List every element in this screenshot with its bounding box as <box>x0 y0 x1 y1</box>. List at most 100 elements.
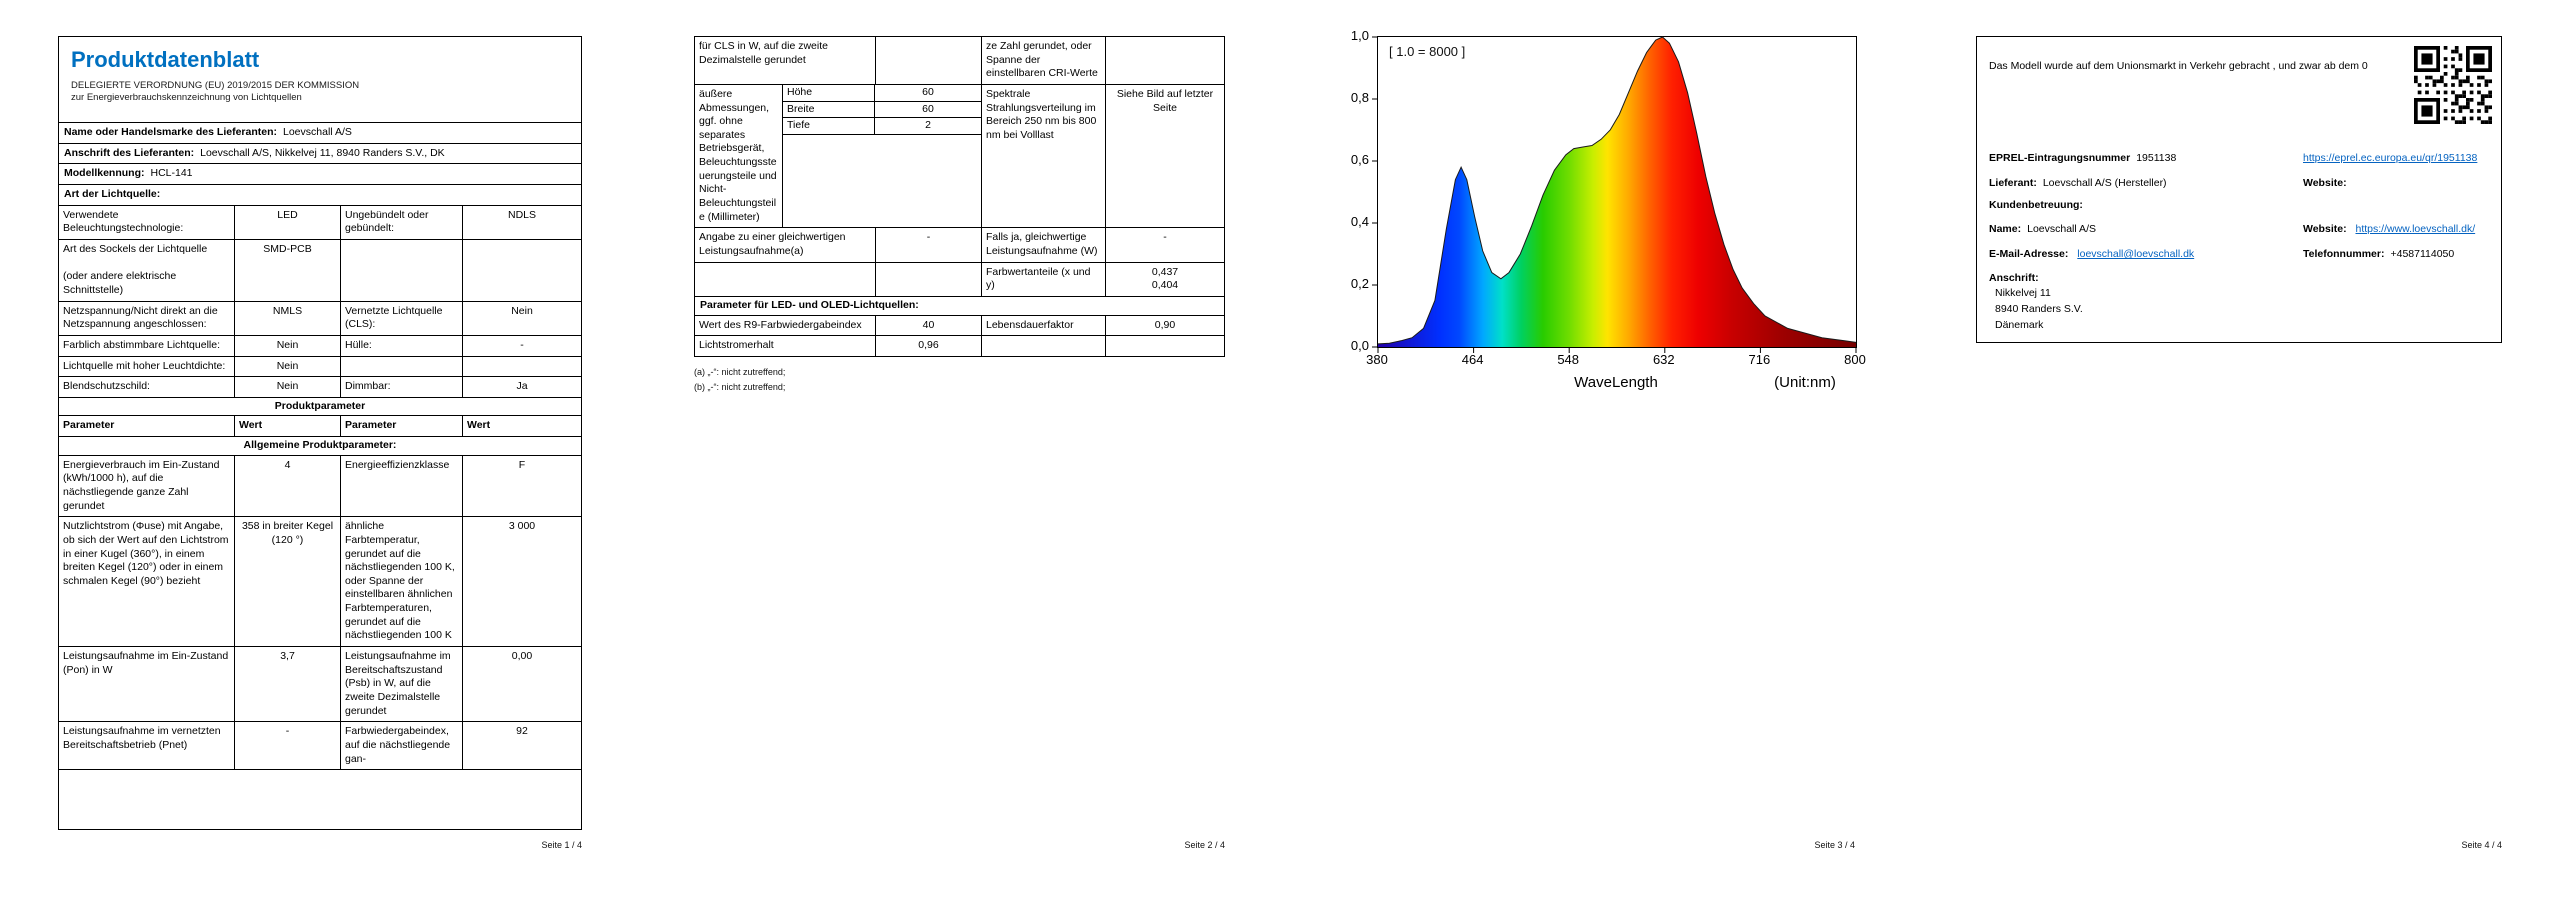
page-3: [ 1.0 = 8000 ] WaveLength (Unit:nm) Seit… <box>1351 0 1866 905</box>
supplier-label: Lieferant: <box>1989 177 2037 190</box>
param-label: Blendschutzschild: <box>59 377 235 397</box>
phone-value: +4587114050 <box>2390 248 2455 261</box>
y-tick-label: 0,6 <box>1350 152 1369 167</box>
param-value: 3,7 <box>235 647 341 722</box>
address-header: Anschrift: <box>1989 272 2489 286</box>
axis-ticks <box>1372 36 1857 353</box>
param-label: Vernetzte Lichtquelle (CLS): <box>341 301 463 335</box>
param-value: - <box>876 228 982 262</box>
param-value: 40 <box>876 315 982 336</box>
website2-cell: Website: https://www.loevschall.dk/ <box>2303 223 2489 237</box>
email-link[interactable]: loevschall@loevschall.dk <box>2077 248 2195 261</box>
model-value: HCL-141 <box>150 167 193 180</box>
spectrum-area <box>1378 37 1856 347</box>
param-label: Lichtquelle mit hoher Leuchtdichte: <box>59 356 235 377</box>
eprel-row: EPREL-Eintragungsnummer 1951138 https://e… <box>1989 152 2489 166</box>
supplier-cell: Lieferant: Loevschall A/S (Hersteller) <box>1989 177 2303 191</box>
param-value: - <box>235 722 341 770</box>
table-row: Leistungsaufnahme im Ein-Zustand (Pon) i… <box>59 647 581 723</box>
supplier-name-value: Loevschall A/S <box>283 126 352 139</box>
y-tick-label: 0,4 <box>1350 214 1369 229</box>
column-header: Parameter <box>341 416 463 437</box>
dimension-label: Breite <box>783 101 875 118</box>
eprel-link[interactable]: https://eprel.ec.europa.eu/qr/1951138 <box>2303 151 2478 164</box>
qr-code <box>2414 46 2492 124</box>
supplier-address-value: Loevschall A/S, Nikkelvej 11, 8940 Rande… <box>200 146 445 159</box>
table-row: Art des Sockels der Lichtquelle (oder an… <box>59 240 581 302</box>
name-value: Loevschall A/S <box>2027 222 2096 235</box>
param-label: Netzspannung/Nicht direkt an die Netzspa… <box>59 301 235 335</box>
section-header-product-params: Produktparameter <box>59 398 581 417</box>
param-value: LED <box>235 205 341 240</box>
dimension-value: 60 <box>922 85 934 98</box>
param-label: Lebensdauerfaktor <box>982 315 1106 336</box>
param-label: Dimmbar: <box>341 377 463 397</box>
param-label: Ungebündelt oder gebündelt: <box>341 205 463 240</box>
dimensions-row: äußere Abmessungen, ggf. ohne separates … <box>695 84 1224 229</box>
page-2: für CLS in W, auf die zweite Dezimalstel… <box>694 0 1225 905</box>
supplier-address-label: Anschrift des Lieferanten: <box>64 146 195 159</box>
param-label: Farblich abstimmbare Lichtquelle: <box>59 335 235 356</box>
website2-label: Website: <box>2303 222 2347 235</box>
supplier-address-row: Anschrift des Lieferanten: Loevschall A/S… <box>59 144 581 165</box>
dimension-row: Breite 60 <box>783 101 981 119</box>
name-cell: Name: Loevschall A/S <box>1989 223 2303 237</box>
param-value <box>876 37 982 84</box>
param-value <box>463 357 581 377</box>
param-value: - <box>1163 231 1167 244</box>
table-row: für CLS in W, auf die zweite Dezimalstel… <box>695 37 1224 85</box>
param-value: Siehe Bild auf letzter Seite <box>1116 87 1214 114</box>
x-tick-label: 716 <box>1748 352 1771 367</box>
page-1: Produktdatenblatt DELEGIERTE VERORDNUNG … <box>58 0 582 905</box>
page-footer: Seite 3 / 4 <box>1814 840 1855 850</box>
param-label <box>695 262 876 296</box>
y-tick-label: 0,2 <box>1350 276 1369 291</box>
address-line: Nikkelvej 11 <box>1995 287 2051 300</box>
param-label: Nutzlichtstrom (Φuse) mit Angabe, ob sic… <box>59 517 235 647</box>
param-label <box>341 356 463 377</box>
x-tick-label: 632 <box>1652 352 1675 367</box>
param-label: für CLS in W, auf die zweite Dezimalstel… <box>695 37 876 84</box>
footnotes: (a) „-“: nicht zutreffend; (b) „-“: nich… <box>694 365 1225 396</box>
param-label: Wert des R9-Farbwiedergabeindex <box>695 315 876 336</box>
column-header: Wert <box>467 419 491 432</box>
email-row: E-Mail-Adresse: loevschall@loevschall.dk… <box>1989 248 2489 262</box>
param-label: Lichtstromerhalt <box>695 336 876 356</box>
footnote: (a) „-“: nicht zutreffend; <box>694 366 786 377</box>
x-axis-label: WaveLength <box>1574 374 1658 391</box>
section-header-general-params: Allgemeine Produktparameter: <box>59 437 581 456</box>
table-row: Lichtquelle mit hoher Leuchtdichte: Nein <box>59 356 581 378</box>
supplier-website-link[interactable]: https://www.loevschall.dk/ <box>2355 222 2476 235</box>
chart-annotation: [ 1.0 = 8000 ] <box>1389 44 1466 59</box>
param-value: 0,96 <box>876 336 982 356</box>
param-label: Leistungsaufnahme im Ein-Zustand (Pon) i… <box>59 647 235 722</box>
supplier-value: Loevschall A/S (Hersteller) <box>2042 177 2167 190</box>
param-label: Energieverbrauch im Ein-Zustand (kWh/100… <box>59 455 235 517</box>
table-row: Leistungsaufnahme im vernetzten Bereitsc… <box>59 722 581 771</box>
param-value: Nein <box>511 304 533 317</box>
supplier-name-label: Name oder Handelsmarke des Lieferanten: <box>64 126 277 139</box>
light-source-type-label: Art der Lichtquelle: <box>64 188 161 201</box>
param-label: Leistungsaufnahme im Bereitschaftszustan… <box>341 647 463 722</box>
table-row: Energieverbrauch im Ein-Zustand (kWh/100… <box>59 455 581 518</box>
param-label: Farbwiedergabeindex, auf die nächstliege… <box>341 722 463 770</box>
column-header: Wert <box>235 416 341 437</box>
table-row: Farblich abstimmbare Lichtquelle: Nein H… <box>59 335 581 357</box>
model-label: Modellkennung: <box>64 167 145 180</box>
param-value: SMD-PCB <box>235 240 341 301</box>
market-intro-text: Das Modell wurde auf dem Unionsmarkt in … <box>1989 60 2368 72</box>
param-value: 0,00 <box>511 650 533 663</box>
page-footer: Seite 2 / 4 <box>1184 840 1225 850</box>
dimension-label: Tiefe <box>783 118 875 134</box>
customer-service-header: Kundenbetreuung: <box>1989 199 2489 213</box>
param-label <box>341 240 463 301</box>
page-title: Produktdatenblatt <box>71 47 260 72</box>
column-header: Parameter <box>59 416 235 437</box>
address-label: Anschrift: <box>1989 271 2039 284</box>
param-label: Spektrale Strahlungsverteilung im Bereic… <box>982 84 1106 228</box>
name-label: Name: <box>1989 222 2022 235</box>
param-value <box>1106 336 1224 356</box>
spd-svg <box>1372 36 1857 353</box>
param-label <box>982 336 1106 356</box>
param-value: - <box>520 338 524 351</box>
